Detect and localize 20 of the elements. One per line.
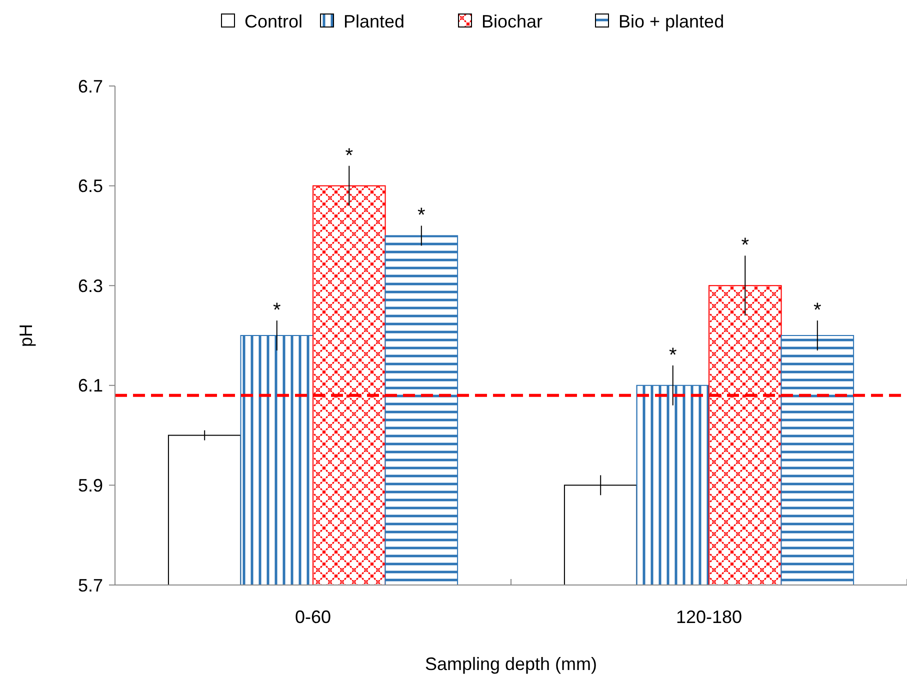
- data-label: *: [814, 300, 822, 322]
- data-label: *: [668, 344, 677, 366]
- y-tick-label: 6.3: [78, 276, 103, 296]
- y-axis-title: pH: [16, 324, 36, 348]
- y-tick-label: 5.7: [78, 575, 103, 596]
- y-tick-label: 6.7: [78, 76, 103, 96]
- legend-label: Planted: [344, 11, 405, 32]
- data-label: *: [741, 234, 750, 257]
- x-axis-title: Sampling depth (mm): [424, 654, 598, 674]
- y-tick-label: 6.1: [78, 376, 103, 396]
- legend-label: Biochar: [482, 11, 543, 32]
- data-label: *: [418, 204, 426, 227]
- y-tick-label: 5.9: [78, 476, 103, 496]
- data-label: *: [345, 144, 354, 167]
- legend-label: Control: [244, 11, 303, 32]
- legend-label: Bio + planted: [618, 11, 724, 32]
- x-tick-label: 0-60: [294, 607, 332, 627]
- data-label: *: [272, 300, 281, 322]
- y-tick-label: 6.5: [78, 176, 103, 196]
- x-tick-label: 120-180: [676, 607, 742, 627]
